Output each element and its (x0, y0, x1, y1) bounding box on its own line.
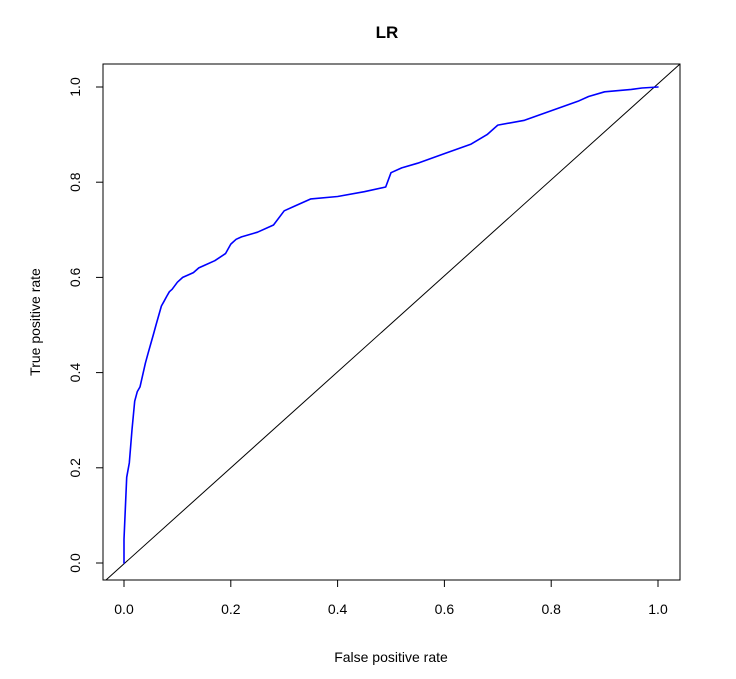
x-axis-label: False positive rate (334, 649, 448, 665)
x-tick-label: 0.6 (435, 601, 455, 617)
y-tick-label: 1.0 (67, 77, 83, 97)
y-tick-label: 0.6 (67, 267, 83, 287)
y-tick-label: 0.0 (67, 553, 83, 573)
x-tick-label: 0.2 (221, 601, 241, 617)
y-tick-label: 0.8 (67, 172, 83, 192)
diagonal-reference-line (105, 63, 681, 581)
roc-curve-line (123, 86, 659, 564)
plot-area (105, 63, 681, 581)
x-tick-label: 0.4 (328, 601, 348, 617)
y-tick-label: 0.4 (67, 363, 83, 383)
y-axis: 0.0 0.2 0.4 0.6 0.8 1.0 (67, 77, 104, 573)
x-tick-label: 1.0 (648, 601, 668, 617)
y-axis-label: True positive rate (27, 268, 43, 376)
x-tick-label: 0.0 (114, 601, 134, 617)
y-tick-label: 0.2 (67, 458, 83, 478)
chart-title: LR (376, 23, 399, 42)
x-axis: 0.0 0.2 0.4 0.6 0.8 1.0 (114, 579, 668, 617)
x-tick-label: 0.8 (541, 601, 561, 617)
